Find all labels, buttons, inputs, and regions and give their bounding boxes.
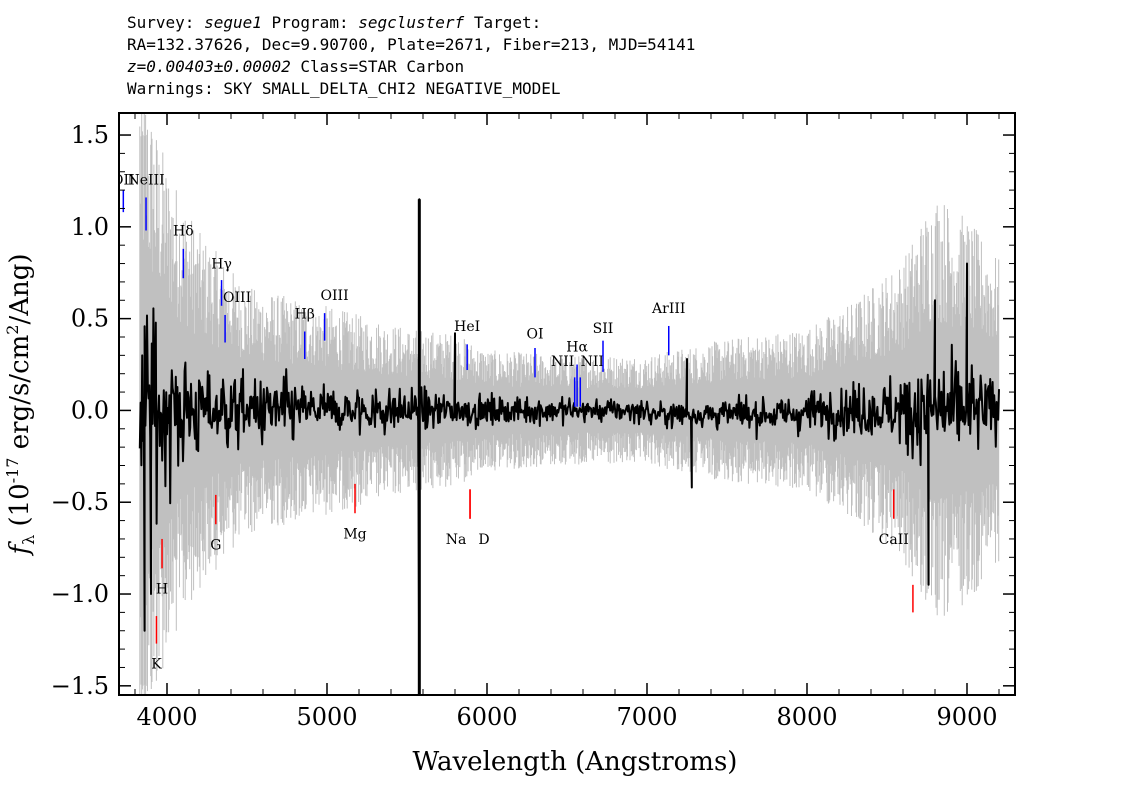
plot-frame (118, 112, 1016, 696)
survey-value: segue1 (204, 13, 262, 32)
emission-label: NeIII (127, 172, 164, 188)
class-value: Class=STAR Carbon (300, 57, 465, 76)
redshift-value: z=0.00403±0.00002 (127, 57, 291, 76)
emission-label: NII (581, 354, 604, 370)
y-tick-label: −1.5 (51, 672, 109, 700)
survey-label: Survey: (127, 13, 195, 32)
target-label: Target: (473, 13, 542, 32)
y-tick-label: 0.5 (71, 305, 109, 333)
y-axis-label-part: /Ang) (5, 253, 35, 324)
emission-label: HeI (454, 319, 480, 335)
absorption-label: Mg (343, 526, 366, 542)
header-line-3: z=0.00403±0.00002 Class=STAR Carbon (127, 56, 695, 78)
x-tick-label: 4000 (136, 703, 197, 731)
y-tick-label: −0.5 (51, 488, 109, 516)
y-tick-label: 0.0 (71, 396, 109, 424)
y-tick-label: 1.5 (71, 121, 109, 149)
header-line-4: Warnings: SKY SMALL_DELTA_CHI2 NEGATIVE_… (127, 79, 561, 98)
emission-label: SII (593, 321, 614, 337)
x-tick-label: 7000 (616, 703, 677, 731)
emission-label: ArIII (651, 301, 685, 317)
header-block: Survey: segue1 Program: segclusterf Targ… (127, 12, 695, 100)
emission-label: Hα (566, 339, 588, 355)
emission-label: Hβ (295, 306, 315, 322)
y-tick-label: −1.0 (51, 580, 109, 608)
x-axis-label: Wavelength (Angstroms) (413, 747, 738, 777)
y-axis-label-part: (10 (5, 483, 35, 535)
x-tick-label: 8000 (776, 703, 837, 731)
absorption-label: D (478, 532, 489, 548)
absorption-label: G (210, 537, 221, 553)
emission-label: NII (551, 354, 574, 370)
emission-label: OII (112, 172, 135, 188)
emission-label: OIII (223, 290, 251, 306)
emission-label: OIII (321, 288, 349, 304)
program-value: segclusterf (358, 13, 465, 32)
absorption-label: CaII (879, 532, 909, 548)
y-axis-label: fλ (10-17 erg/s/cm2/Ang) (3, 253, 38, 556)
y-axis-label-part: -17 (3, 458, 22, 484)
x-tick-label: 5000 (296, 703, 357, 731)
header-line-1: Survey: segue1 Program: segclusterf Targ… (127, 12, 695, 34)
y-axis-label-part: 2 (3, 325, 22, 335)
absorption-label: K (151, 657, 162, 673)
emission-label: Hδ (173, 224, 194, 240)
absorption-label: H (156, 581, 168, 597)
absorption-label: Na (446, 532, 467, 548)
emission-label: Hγ (211, 257, 232, 273)
flux-line (138, 198, 1000, 695)
emission-label: OI (526, 326, 543, 342)
y-axis-label-part: erg/s/cm (5, 335, 35, 458)
program-label: Program: (271, 13, 349, 32)
x-tick-label: 9000 (936, 703, 997, 731)
y-axis-label-part: λ (19, 535, 38, 545)
y-tick-label: 1.0 (71, 213, 109, 241)
x-tick-label: 6000 (456, 703, 517, 731)
header-line-2: RA=132.37626, Dec=9.90700, Plate=2671, F… (127, 35, 696, 54)
